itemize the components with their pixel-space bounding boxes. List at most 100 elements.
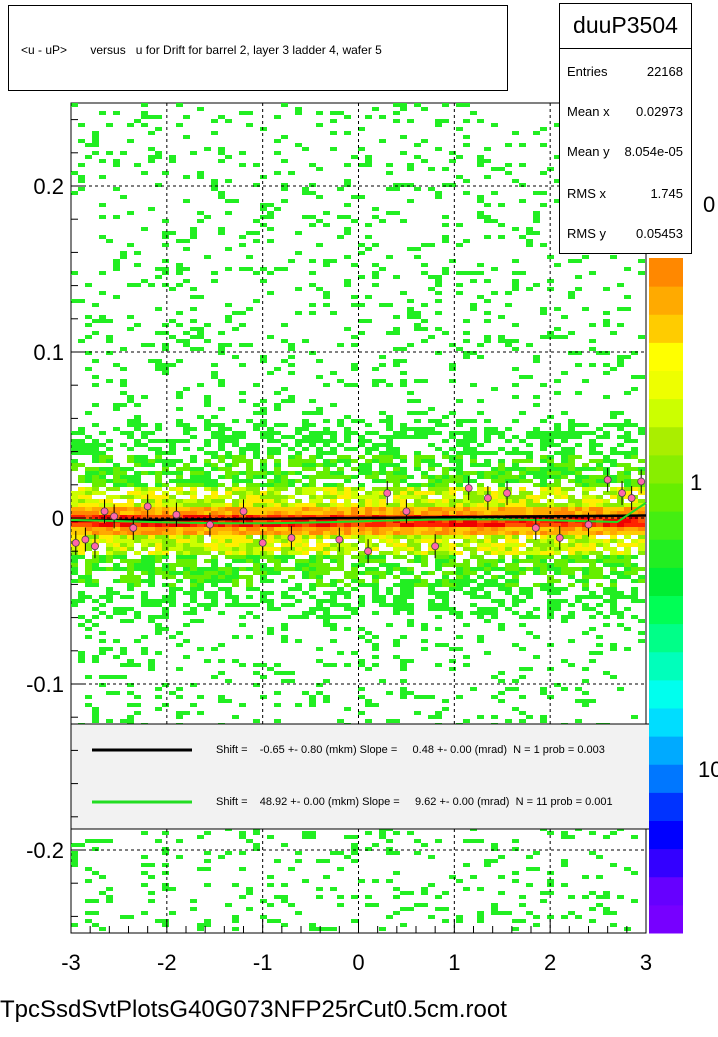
heatmap-cell bbox=[106, 587, 113, 591]
heatmap-cell bbox=[421, 843, 428, 847]
heatmap-cell bbox=[211, 583, 218, 587]
heatmap-cell bbox=[435, 119, 442, 123]
heatmap-cell bbox=[260, 483, 267, 487]
heatmap-cell bbox=[358, 535, 365, 539]
heatmap-cell bbox=[519, 559, 526, 563]
heatmap-cell bbox=[456, 419, 463, 423]
heatmap-cell bbox=[113, 591, 120, 595]
heatmap-cell bbox=[631, 351, 638, 355]
heatmap-cell bbox=[113, 567, 120, 571]
heatmap-cell bbox=[351, 195, 358, 199]
heatmap-cell bbox=[316, 531, 323, 535]
heatmap-cell bbox=[99, 611, 106, 615]
heatmap-cell bbox=[442, 119, 449, 123]
heatmap-cell bbox=[442, 603, 449, 607]
legend-text-black-fit: Shift = -0.65 +- 0.80 (mkm) Slope = 0.48… bbox=[216, 744, 605, 756]
heatmap-cell bbox=[568, 487, 575, 491]
heatmap-cell bbox=[491, 715, 498, 719]
heatmap-cell bbox=[99, 451, 106, 455]
heatmap-cell bbox=[218, 495, 225, 499]
heatmap-cell bbox=[155, 535, 162, 539]
heatmap-cell bbox=[204, 499, 211, 503]
heatmap-cell bbox=[554, 579, 561, 583]
heatmap-cell bbox=[113, 407, 120, 411]
heatmap-cell bbox=[610, 583, 617, 587]
heatmap-cell bbox=[603, 467, 610, 471]
heatmap-cell bbox=[400, 691, 407, 695]
heatmap-cell bbox=[498, 335, 505, 339]
heatmap-cell bbox=[288, 459, 295, 463]
heatmap-cell bbox=[519, 495, 526, 499]
heatmap-cell bbox=[372, 543, 379, 547]
heatmap-cell bbox=[512, 707, 519, 711]
heatmap-cell bbox=[120, 559, 127, 563]
heatmap-cell bbox=[78, 163, 85, 167]
heatmap-cell bbox=[204, 867, 211, 871]
profile-point bbox=[364, 547, 372, 556]
heatmap-cell bbox=[246, 491, 253, 495]
heatmap-cell bbox=[498, 523, 505, 527]
heatmap-cell bbox=[106, 151, 113, 155]
heatmap-cell bbox=[575, 531, 582, 535]
heatmap-cell bbox=[491, 499, 498, 503]
heatmap-cell bbox=[71, 443, 78, 447]
heatmap-cell bbox=[176, 459, 183, 463]
heatmap-cell bbox=[85, 495, 92, 499]
heatmap-cell bbox=[540, 467, 547, 471]
heatmap-cell bbox=[323, 495, 330, 499]
heatmap-cell bbox=[512, 679, 519, 683]
heatmap-cell bbox=[183, 247, 190, 251]
heatmap-cell bbox=[638, 579, 645, 583]
heatmap-cell bbox=[582, 531, 589, 535]
heatmap-cell bbox=[120, 507, 127, 511]
heatmap-cell bbox=[337, 215, 344, 219]
heatmap-cell bbox=[568, 571, 575, 575]
heatmap-cell bbox=[463, 239, 470, 243]
heatmap-cell bbox=[582, 379, 589, 383]
heatmap-cell bbox=[253, 571, 260, 575]
heatmap-cell bbox=[463, 135, 470, 139]
heatmap-cell bbox=[330, 119, 337, 123]
heatmap-cell bbox=[169, 363, 176, 367]
heatmap-cell bbox=[337, 579, 344, 583]
heatmap-cell bbox=[603, 319, 610, 323]
heatmap-cell bbox=[92, 511, 99, 515]
heatmap-cell bbox=[358, 467, 365, 471]
heatmap-cell bbox=[358, 471, 365, 475]
palette-cell bbox=[649, 679, 683, 709]
heatmap-cell bbox=[421, 263, 428, 267]
heatmap-cell bbox=[512, 227, 519, 231]
heatmap-cell bbox=[358, 499, 365, 503]
heatmap-cell bbox=[456, 155, 463, 159]
heatmap-cell bbox=[617, 323, 624, 327]
heatmap-cell bbox=[295, 443, 302, 447]
heatmap-cell bbox=[568, 639, 575, 643]
heatmap-cell bbox=[365, 115, 372, 119]
heatmap-cell bbox=[92, 923, 99, 927]
heatmap-cell bbox=[449, 459, 456, 463]
heatmap-cell bbox=[456, 507, 463, 511]
heatmap-cell bbox=[92, 527, 99, 531]
heatmap-cell bbox=[246, 595, 253, 599]
heatmap-cell bbox=[169, 479, 176, 483]
heatmap-cell bbox=[225, 531, 232, 535]
heatmap-cell bbox=[246, 443, 253, 447]
heatmap-cell bbox=[169, 319, 176, 323]
heatmap-cell bbox=[400, 467, 407, 471]
heatmap-cell bbox=[211, 487, 218, 491]
heatmap-cell bbox=[624, 555, 631, 559]
heatmap-cell bbox=[393, 887, 400, 891]
heatmap-cell bbox=[106, 503, 113, 507]
heatmap-cell bbox=[568, 583, 575, 587]
heatmap-cell bbox=[113, 503, 120, 507]
heatmap-cell bbox=[456, 635, 463, 639]
heatmap-cell bbox=[519, 479, 526, 483]
heatmap-cell bbox=[162, 491, 169, 495]
heatmap-cell bbox=[106, 515, 113, 519]
heatmap-cell bbox=[386, 475, 393, 479]
heatmap-cell bbox=[456, 531, 463, 535]
heatmap-cell bbox=[526, 455, 533, 459]
heatmap-cell bbox=[113, 159, 120, 163]
heatmap-cell bbox=[456, 283, 463, 287]
heatmap-cell bbox=[204, 659, 211, 663]
